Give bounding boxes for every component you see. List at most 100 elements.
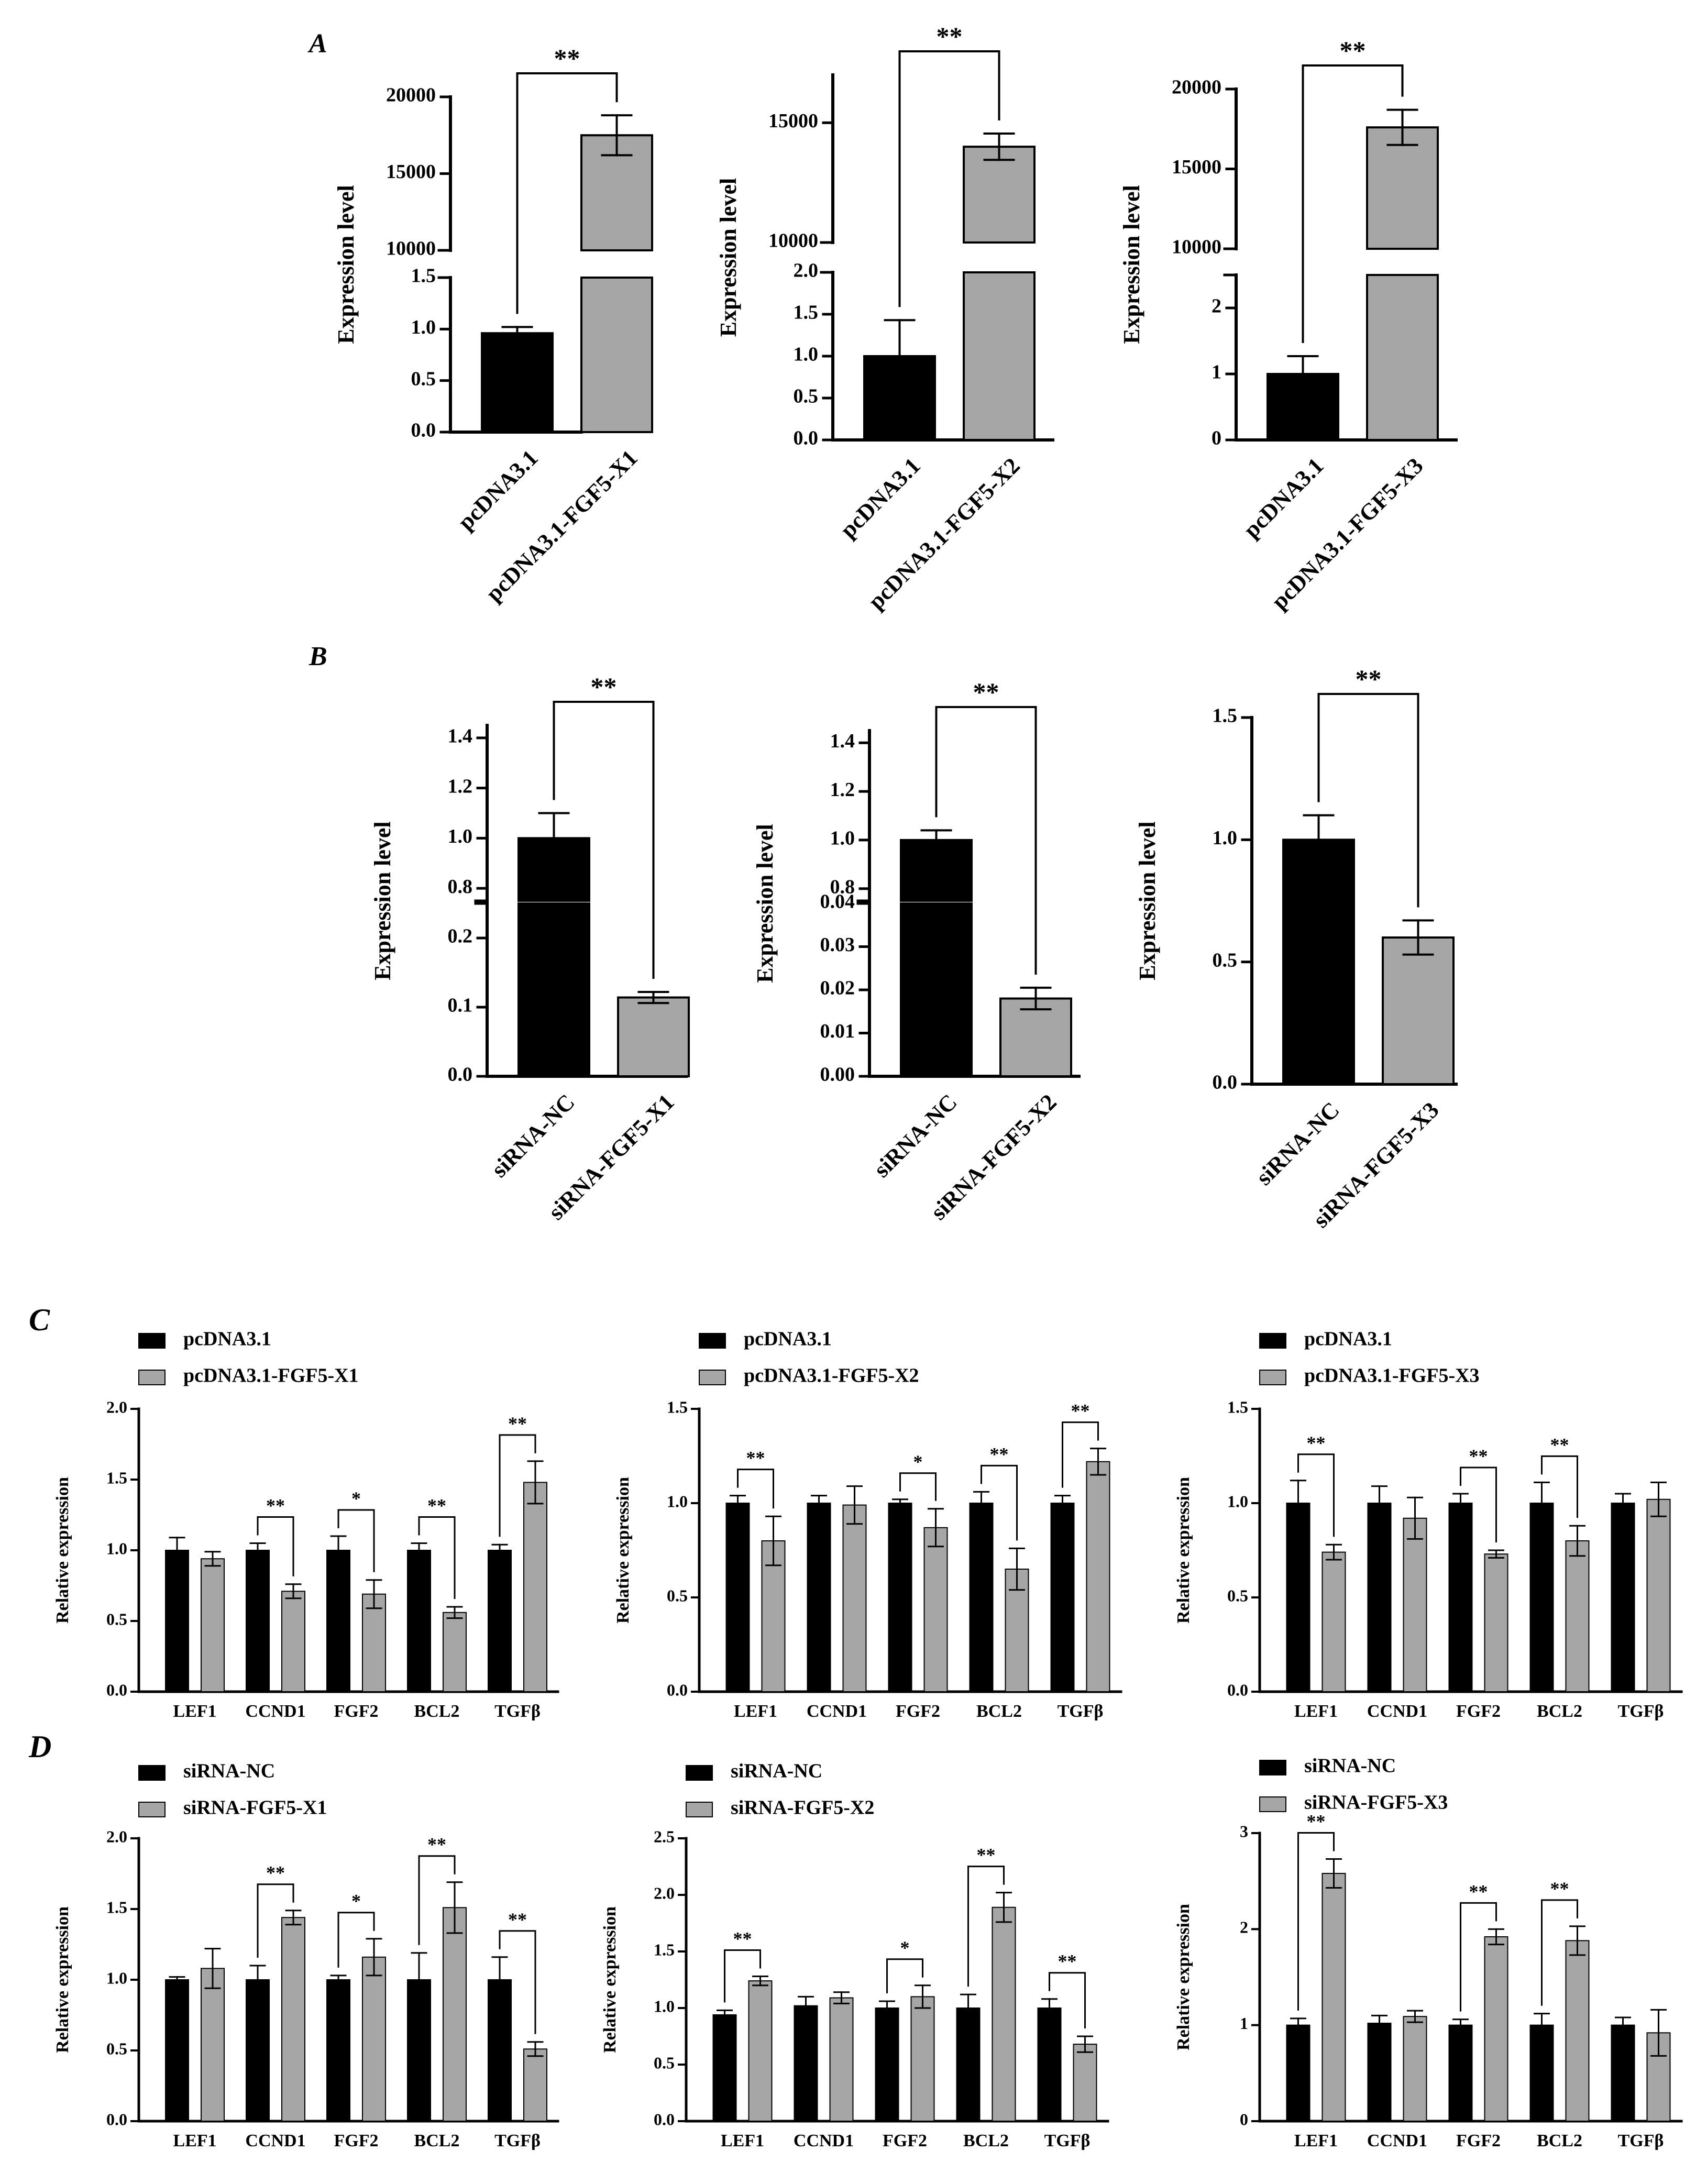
bar — [1529, 1503, 1554, 1692]
y-tick-label: 0.0 — [794, 427, 819, 449]
significance-label: ** — [591, 672, 617, 701]
significance-label: ** — [1356, 664, 1382, 693]
bar — [900, 902, 973, 1077]
legend-label: siRNA-FGF5-X2 — [731, 1797, 874, 1819]
y-axis-label: Relative expression — [613, 1477, 633, 1624]
y-tick-label: 2.0 — [654, 1883, 675, 1902]
y-tick-label: 20000 — [386, 84, 436, 106]
x-tick-label: TGFβ — [1058, 1702, 1104, 1721]
x-tick-label: BCL2 — [1537, 2131, 1582, 2150]
bar — [842, 1504, 867, 1693]
y-tick-label: 0.5 — [794, 385, 819, 407]
y-tick-label: 0.0 — [667, 1680, 688, 1699]
y-tick-label: 0.00 — [820, 1064, 855, 1086]
chart-d3: 0 1 2 3 Relative expression siRNA-NC siRNA-FGF… — [1174, 1755, 1683, 2150]
x-tick-label: LEF1 — [734, 1702, 777, 1721]
bar — [1282, 839, 1355, 1086]
significance-label: ** — [1307, 1432, 1326, 1453]
significance-label: ** — [1058, 1951, 1077, 1972]
significance-label: ** — [266, 1495, 285, 1516]
bar — [1321, 1873, 1346, 2122]
y-tick-label: 1.5 — [106, 1898, 127, 1916]
bar — [326, 1979, 350, 2122]
significance-bracket — [553, 701, 655, 979]
bar — [963, 146, 1036, 244]
bar — [1367, 1503, 1392, 1692]
y-tick-label: 15000 — [1172, 156, 1221, 178]
chart-d2: 0.0 0.5 1.0 1.5 2.0 2.5 Relative expression siR… — [600, 1760, 1109, 2150]
bar — [1366, 126, 1439, 250]
x-tick-label: FGF2 — [1456, 1702, 1501, 1721]
significance-bracket — [1297, 1832, 1335, 2011]
significance-label: ** — [1071, 1400, 1090, 1421]
x-tick-label: LEF1 — [173, 1702, 216, 1721]
y-tick-label: 2.0 — [794, 260, 819, 282]
bar — [523, 2048, 547, 2122]
bar — [488, 1550, 512, 1692]
y-tick-label: 1.5 — [1227, 1397, 1248, 1416]
y-tick-label: 1.0 — [1227, 1492, 1248, 1510]
y-tick-label: 0.04 — [820, 891, 855, 913]
bar — [992, 1906, 1016, 2122]
bar — [1073, 2044, 1097, 2122]
panel-label-d: D — [28, 1729, 51, 1764]
legend-label: pcDNA3.1-FGF5-X1 — [183, 1365, 359, 1387]
significance-label: ** — [554, 43, 580, 73]
bar — [1050, 1503, 1075, 1692]
legend-swatch — [138, 1802, 166, 1817]
legend-swatch — [138, 1765, 166, 1781]
bar — [725, 1503, 750, 1692]
x-tick-label: siRNA-NC — [1251, 1097, 1345, 1190]
chart-c3: 0.0 0.5 1.0 1.5 Relative expression pcDNA3.1 p… — [1174, 1328, 1683, 1721]
y-tick-label: 0 — [1240, 2110, 1248, 2128]
significance-label: ** — [1340, 36, 1366, 65]
y-tick-label: 1.5 — [667, 1397, 688, 1416]
y-tick-label: 1.0 — [448, 825, 473, 847]
x-tick-label: TGFβ — [494, 1702, 541, 1721]
y-tick-label: 0.2 — [448, 925, 473, 947]
bar — [1611, 1503, 1635, 1692]
chart-a2: 0.0 0.5 1.0 1.5 2.0 10000 15000 Expression leve… — [715, 21, 1054, 614]
bar — [443, 1907, 467, 2122]
significance-label: ** — [746, 1448, 765, 1469]
y-tick-label: 0.0 — [654, 2110, 675, 2128]
significance-label: ** — [1469, 1446, 1488, 1466]
bar — [1484, 1553, 1508, 1692]
y-tick-label: 15000 — [768, 110, 818, 132]
y-tick-label: 1.0 — [106, 1968, 127, 1987]
y-tick-label: 1.5 — [794, 302, 819, 324]
legend-label: siRNA-NC — [1304, 1755, 1396, 1777]
bar — [1321, 1551, 1346, 1693]
x-tick-label: pcDNA3.1 — [453, 445, 543, 535]
bar — [443, 1612, 467, 1693]
bar — [1448, 1503, 1473, 1692]
bar — [794, 2005, 818, 2122]
y-axis-label: Expression level — [752, 824, 778, 983]
y-tick-label: 1.5 — [1213, 705, 1238, 727]
legend-label: siRNA-FGF5-X1 — [183, 1797, 327, 1819]
legend-label: pcDNA3.1 — [744, 1328, 832, 1350]
panel-label-c: C — [29, 1303, 50, 1337]
bar — [963, 271, 1036, 441]
bar — [246, 1979, 270, 2122]
y-tick-label: 2.0 — [106, 1397, 127, 1416]
bar — [246, 1550, 270, 1692]
significance-bracket — [418, 1516, 456, 1599]
significance-label: ** — [508, 1909, 527, 1930]
bar — [1611, 2024, 1635, 2122]
bar — [1382, 936, 1455, 1085]
significance-label: ** — [266, 1862, 285, 1883]
bar — [617, 996, 690, 1078]
y-tick-label: 10000 — [768, 230, 818, 252]
significance-label: ** — [937, 21, 963, 51]
y-tick-label: 1.5 — [654, 1940, 675, 1959]
y-tick-label: 1.2 — [830, 779, 855, 801]
significance-label: ** — [508, 1413, 527, 1434]
y-tick-label: 0.0 — [106, 1680, 127, 1699]
bar — [1403, 2016, 1427, 2122]
significance-label: ** — [733, 1928, 752, 1949]
chart-b2: 0.00 0.01 0.02 0.03 0.040.8 1.0 1.2 1.4 Expressi… — [752, 677, 1081, 1225]
y-axis-label: Relative expression — [600, 1906, 620, 2053]
